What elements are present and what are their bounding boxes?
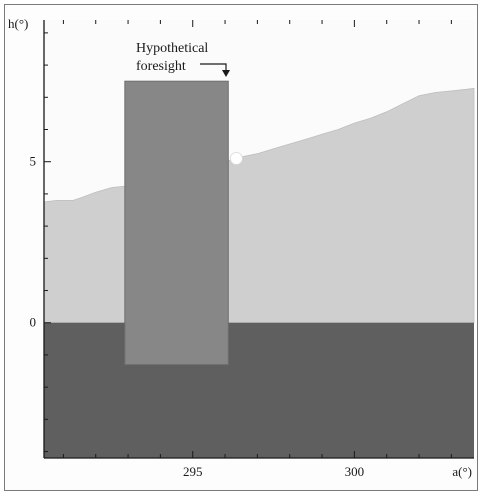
x-tick-label: 295 xyxy=(183,464,203,479)
below-horizon-band xyxy=(44,322,474,458)
sun-marker xyxy=(229,152,243,165)
y-tick-label: 5 xyxy=(30,154,37,169)
annotation-line-1: Hypothetical xyxy=(136,41,208,56)
y-axis-label: h(°) xyxy=(8,16,28,31)
annotation-line-2: foresight xyxy=(136,59,186,74)
x-axis-label: a(°) xyxy=(452,464,472,479)
y-tick-label: 0 xyxy=(30,315,37,330)
x-tick-label: 300 xyxy=(345,464,365,479)
annotation-arrow-head xyxy=(222,70,230,77)
foresight-rectangle xyxy=(124,80,229,366)
annotation-arrow-line xyxy=(200,63,227,72)
